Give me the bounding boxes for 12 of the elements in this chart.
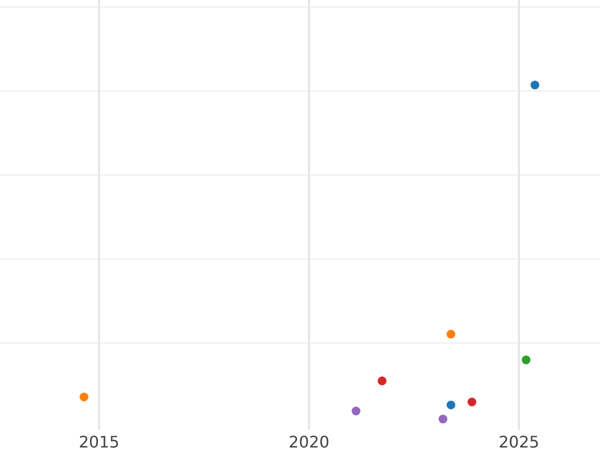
point [438,414,448,424]
point [352,406,360,416]
x-tick-label: 2020 [288,432,330,450]
x-tick-label: 2015 [78,432,120,450]
point [446,400,456,410]
x-tick-label: 2025 [498,432,540,450]
point [530,80,540,90]
point [378,376,386,386]
point [468,398,476,406]
point [446,330,456,339]
point [80,392,88,402]
point [522,356,530,364]
